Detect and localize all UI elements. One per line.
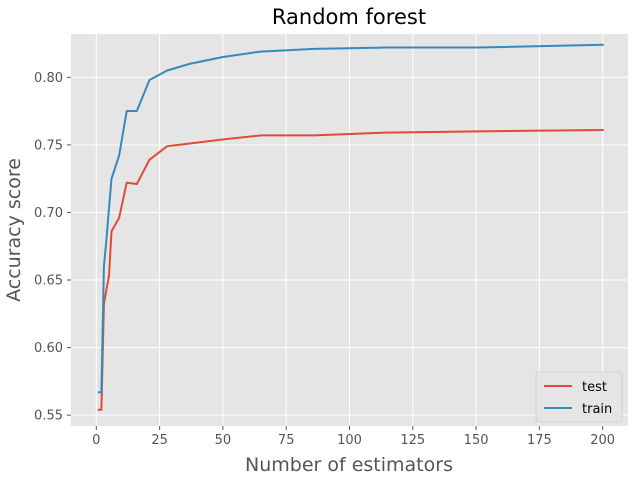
x-axis-ticks: 0 25 50 75 100 125 150 175 200 [92, 426, 615, 448]
y-axis-ticks: 0.55 0.60 0.65 0.70 0.75 0.80 [34, 71, 71, 424]
grid-lines [71, 34, 628, 426]
x-tick-label: 200 [590, 433, 615, 448]
legend-label-test: test [582, 380, 607, 395]
series-line-test [97, 128, 604, 411]
y-tick-label: 0.55 [34, 409, 63, 424]
y-tick-label: 0.70 [34, 206, 63, 221]
y-tick-label: 0.65 [34, 274, 63, 289]
x-tick-label: 100 [337, 433, 362, 448]
x-tick-label: 125 [400, 433, 425, 448]
series-line-train [97, 43, 604, 394]
y-tick-label: 0.80 [34, 71, 63, 86]
y-axis-title: Accuracy score [3, 158, 25, 302]
x-axis-title: Number of estimators [245, 454, 453, 476]
legend-label-train: train [582, 402, 612, 417]
series-lines [97, 43, 604, 411]
legend-box [535, 371, 623, 423]
y-tick-label: 0.60 [34, 341, 63, 356]
legend: test train [535, 371, 623, 423]
y-tick-label: 0.75 [34, 138, 63, 153]
x-tick-label: 25 [151, 433, 168, 448]
x-tick-label: 75 [278, 433, 295, 448]
x-tick-label: 50 [215, 433, 232, 448]
x-tick-label: 150 [464, 433, 489, 448]
chart-title: Random forest [272, 5, 426, 29]
x-tick-label: 0 [92, 433, 100, 448]
x-tick-label: 175 [527, 433, 552, 448]
